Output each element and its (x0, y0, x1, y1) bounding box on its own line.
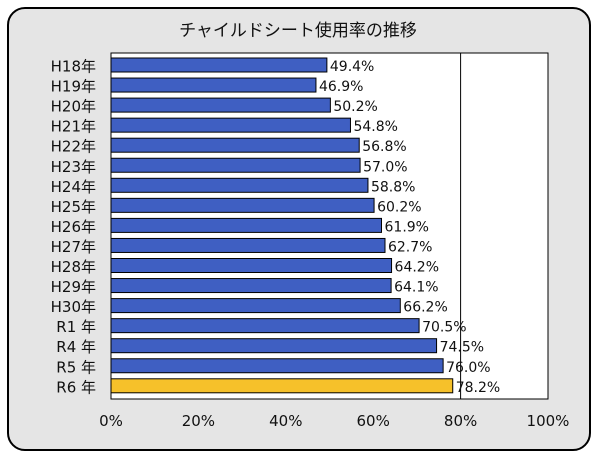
category-label-9: H27年 (51, 238, 96, 256)
bar-12 (110, 298, 401, 314)
bar-10 (110, 258, 393, 273)
bar-14 (110, 338, 438, 354)
data-label-9: 62.7% (388, 239, 432, 255)
category-label-8: H26年 (51, 218, 96, 236)
bar-9 (110, 237, 386, 253)
data-label-4: 56.8% (362, 139, 406, 155)
bar-8 (110, 217, 383, 233)
x-tick-label-4: 80% (444, 412, 477, 430)
bar-5 (110, 157, 361, 173)
category-label-5: H23年 (51, 158, 96, 176)
data-label-16: 78.2% (456, 380, 500, 396)
data-label-3: 54.8% (353, 119, 397, 135)
x-tick-label-2: 40% (269, 412, 302, 430)
category-label-3: H21年 (51, 118, 96, 136)
category-label-0: H18年 (51, 58, 96, 76)
bar-13 (110, 318, 420, 334)
category-label-2: H20年 (51, 98, 96, 116)
bar-6 (110, 177, 369, 193)
bars (110, 57, 454, 394)
bar-2 (110, 97, 331, 113)
data-label-0: 49.4% (330, 59, 374, 75)
x-tick-label-5: 100% (527, 412, 570, 430)
x-tick-label-1: 20% (182, 412, 215, 430)
data-label-1: 46.9% (319, 79, 363, 95)
data-label-13: 70.5% (422, 320, 466, 336)
chart-title: チャイルドシート使用率の推移 (179, 20, 417, 41)
category-label-16: R6 年 (56, 378, 96, 396)
category-label-10: H28年 (51, 258, 96, 276)
data-label-7: 60.2% (377, 199, 421, 215)
data-label-8: 61.9% (385, 219, 429, 235)
category-label-15: R5 年 (56, 358, 96, 376)
bar-3 (110, 117, 351, 133)
category-label-6: H24年 (51, 178, 96, 196)
bar-16 (110, 378, 454, 394)
bar-1 (110, 77, 317, 93)
data-label-15: 76.0% (446, 360, 490, 376)
category-labels: H18年 H19年 H20年 H21年 H22年 H23年 H24年 H25年 H26年 H27年… (51, 58, 96, 397)
data-label-6: 58.8% (371, 179, 415, 195)
x-tick-label-3: 60% (357, 412, 390, 430)
data-label-11: 64.1% (394, 280, 438, 296)
category-label-11: H29年 (51, 278, 96, 296)
bar-7 (110, 197, 375, 213)
category-label-12: H30年 (51, 298, 96, 316)
data-label-14: 74.5% (440, 340, 484, 356)
bar-11 (110, 278, 392, 294)
data-label-10: 64.2% (395, 260, 439, 276)
category-label-13: R1 年 (56, 318, 96, 336)
category-label-7: H25年 (51, 198, 96, 216)
x-tick-labels: 0% 20% 40% 60% 80% 100% (99, 412, 569, 430)
category-label-1: H19年 (51, 78, 96, 96)
category-label-14: R4 年 (56, 338, 96, 356)
bar-0 (110, 57, 328, 73)
data-label-12: 66.2% (403, 300, 447, 316)
data-labels: 49.4% 46.9% 50.2% 54.8% 56.8% 57.0% 58.8% 60.2%… (319, 59, 500, 396)
category-label-4: H22年 (51, 138, 96, 156)
bar-15 (110, 358, 444, 374)
data-label-2: 50.2% (333, 99, 377, 115)
bar-4 (110, 137, 360, 153)
data-label-5: 57.0% (363, 159, 407, 175)
x-tick-label-0: 0% (99, 412, 123, 430)
